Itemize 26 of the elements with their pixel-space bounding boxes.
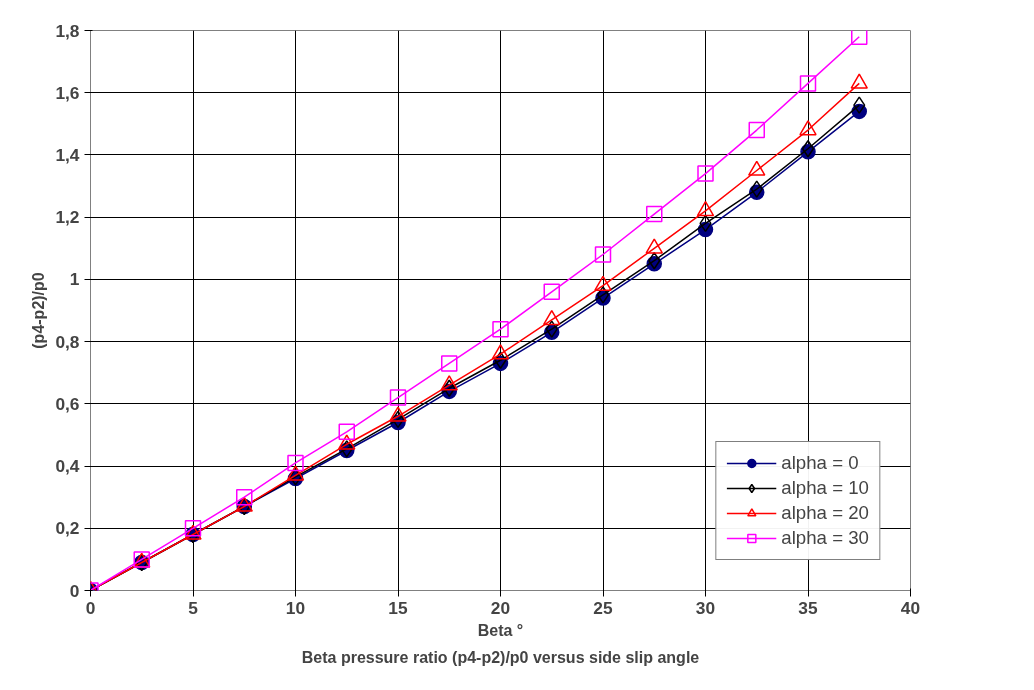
y-tick-label: 1,2 — [55, 207, 80, 228]
text: Beta pressure ratio (p4-p2)/p0 versus side slip angle — [301, 648, 700, 666]
y-tick-label: 0,2 — [55, 518, 80, 539]
x-tick-label: 0 — [85, 597, 96, 618]
x-tick-label: 40 — [900, 597, 921, 618]
y-axis-title: (p4-p2)/p0 — [30, 272, 48, 349]
x-tick-label: 20 — [490, 597, 511, 618]
y-tick-label: 0,4 — [55, 456, 80, 477]
legend-label: alpha = 30 — [781, 527, 869, 549]
y-tick-label: 1,4 — [55, 144, 80, 165]
x-tick-label: 35 — [798, 597, 818, 618]
y-tick-label: 0,6 — [55, 393, 80, 414]
x-tick-label: 5 — [188, 597, 199, 618]
legend-label: alpha = 10 — [781, 477, 869, 499]
y-tick-label: 1 — [69, 269, 80, 290]
y-tick-label: 1,8 — [55, 20, 80, 41]
legend-label: alpha = 20 — [781, 502, 869, 524]
y-tick-label: 0 — [69, 580, 80, 601]
x-tick-label: 30 — [695, 597, 716, 618]
legend-label: alpha = 0 — [781, 452, 859, 474]
x-tick-label: 10 — [285, 597, 306, 618]
x-axis-title: Beta ° — [477, 621, 524, 639]
x-tick-label: 15 — [388, 597, 408, 618]
y-tick-label: 1,6 — [55, 82, 80, 103]
x-tick-label: 25 — [593, 597, 613, 618]
y-tick-label: 0,8 — [55, 331, 80, 352]
